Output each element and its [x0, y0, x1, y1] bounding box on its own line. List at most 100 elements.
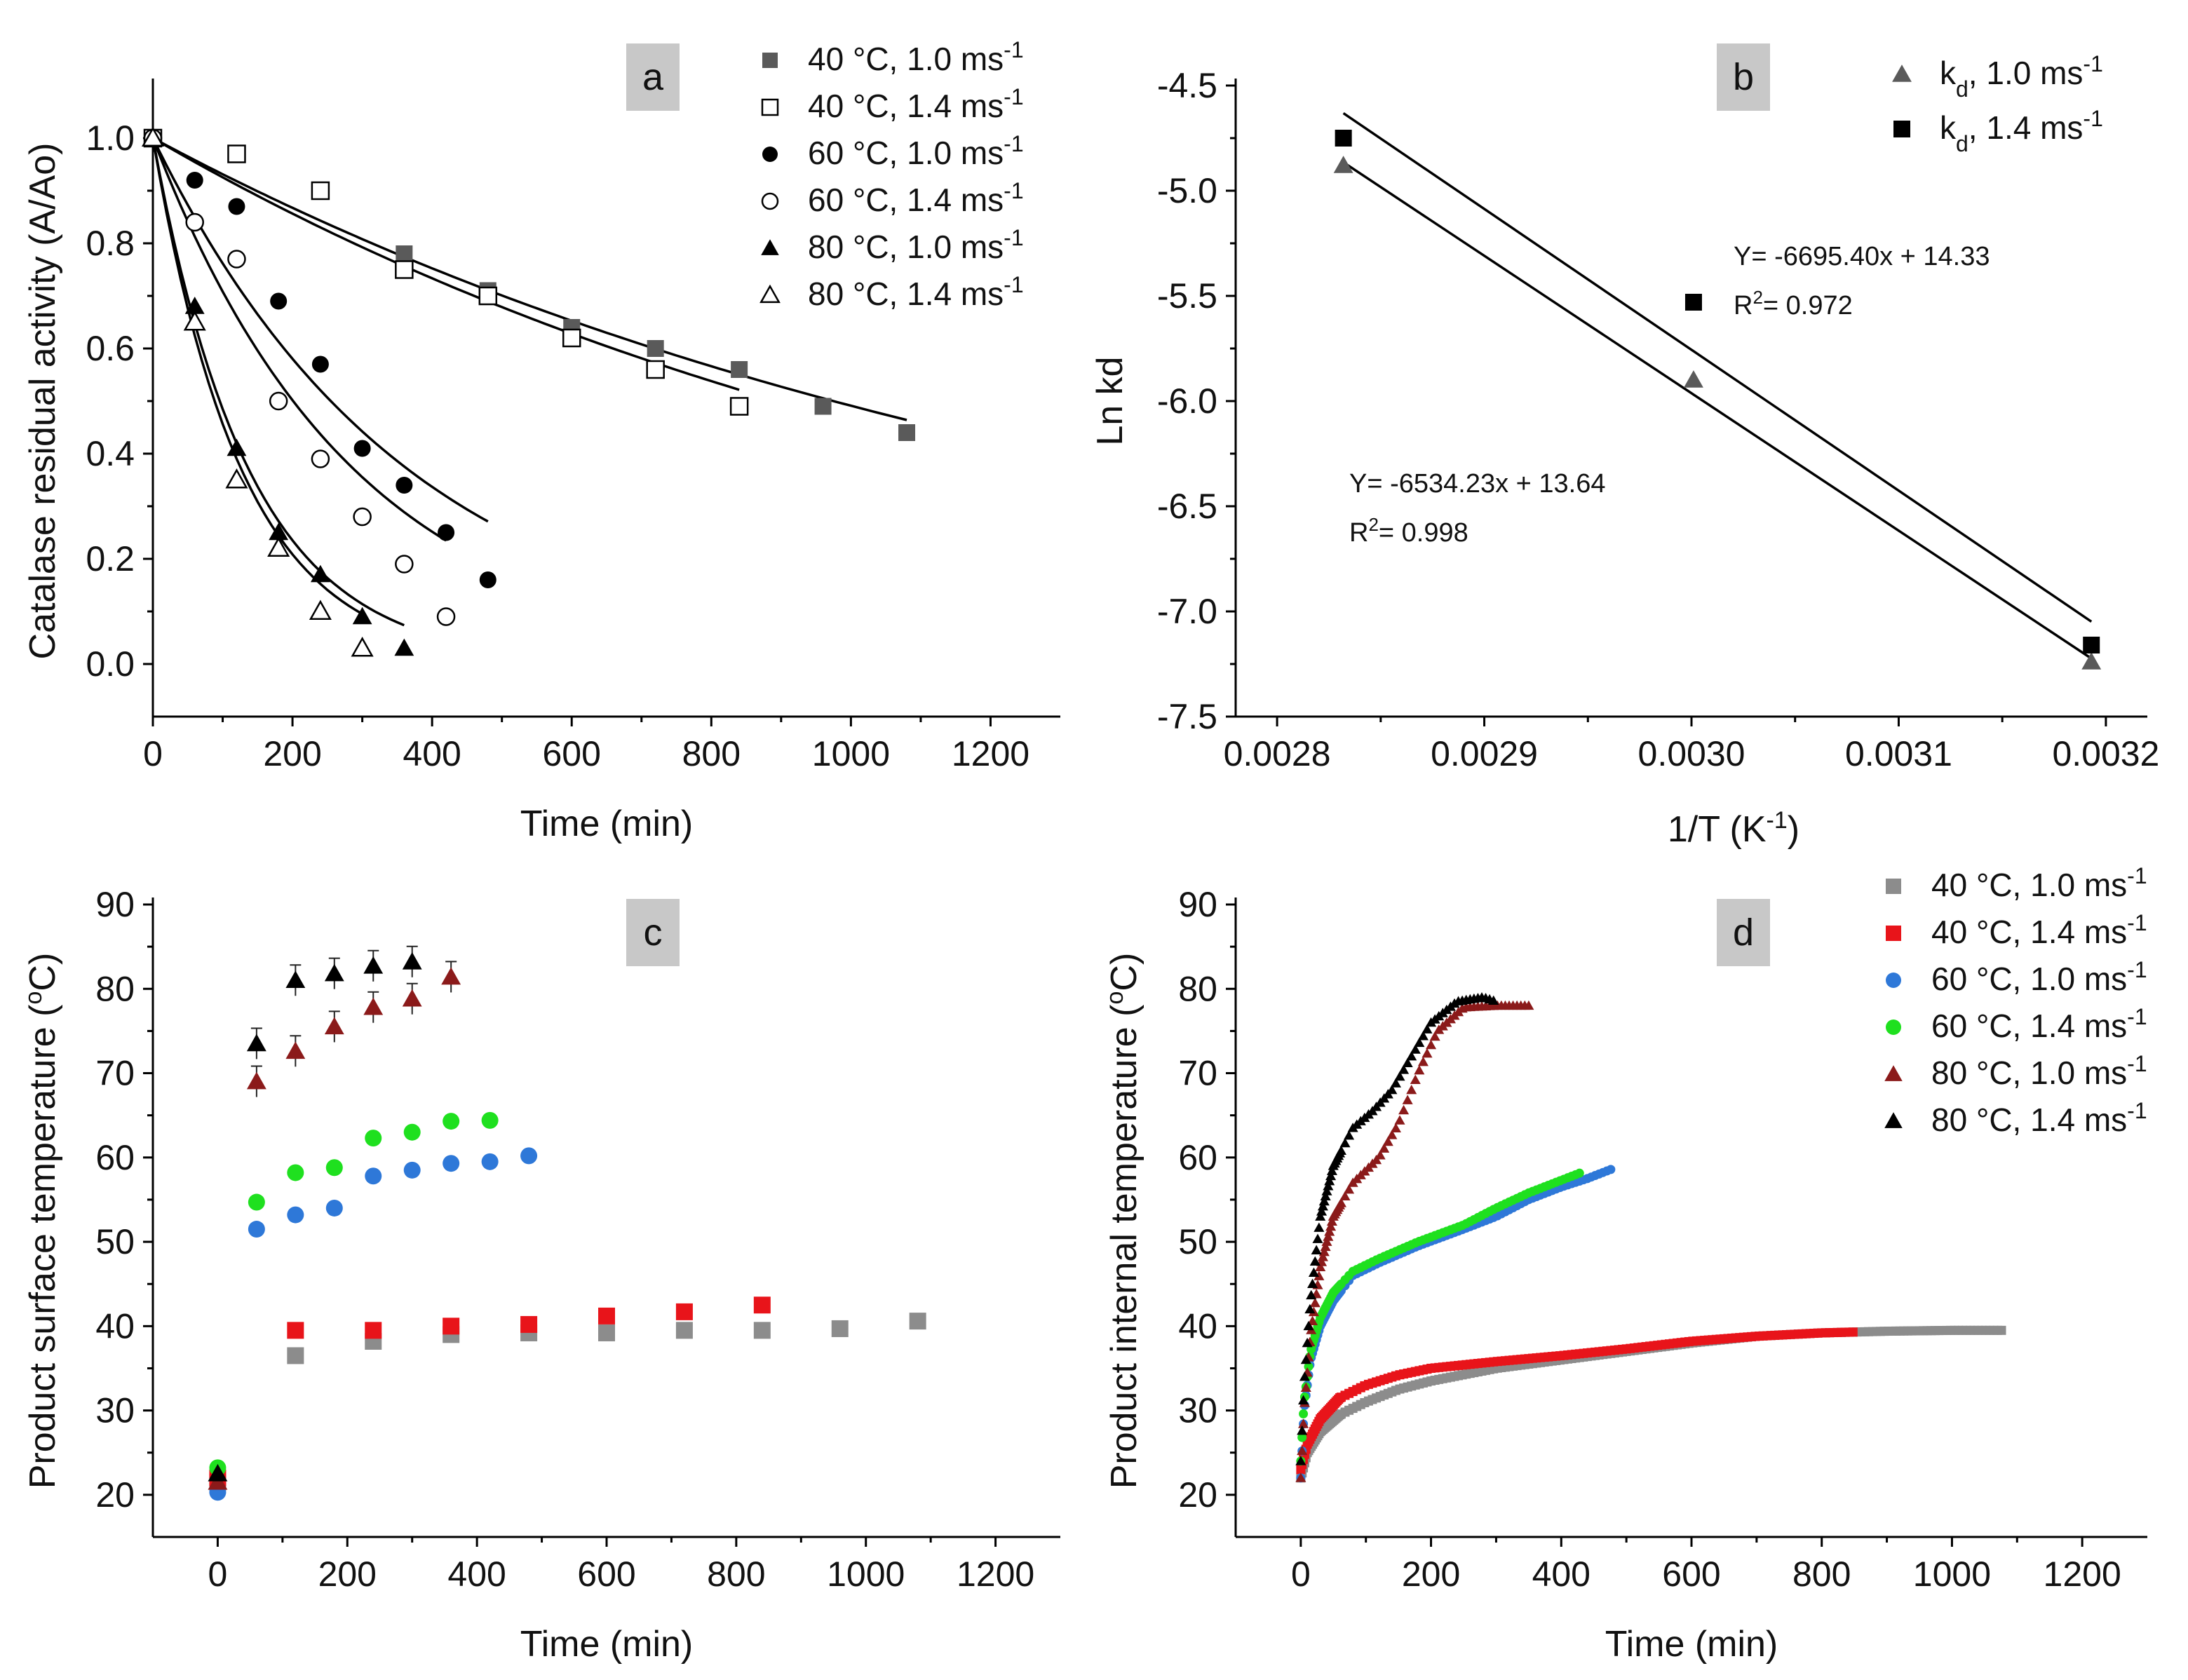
- data-point: [1606, 1165, 1616, 1174]
- data-point: [1375, 1150, 1386, 1160]
- data-point: [1344, 1184, 1355, 1194]
- legend-label-text: k: [1940, 55, 1957, 91]
- data-point: [1297, 1445, 1308, 1456]
- x-tick-label: 800: [1792, 1554, 1851, 1594]
- data-point: [1335, 1198, 1346, 1207]
- data-point: [1398, 1064, 1410, 1074]
- x-tick-label: 0: [208, 1554, 228, 1594]
- data-point: [287, 1347, 304, 1364]
- legend-label-text: 80 °C, 1.4 ms: [1931, 1102, 2127, 1138]
- fit-curve: [151, 137, 363, 616]
- legend-label: 40 °C, 1.0 ms-1: [808, 37, 1024, 77]
- data-point: [248, 1221, 265, 1238]
- data-point: [753, 1296, 771, 1314]
- legend-label: 60 °C, 1.4 ms-1: [808, 178, 1024, 218]
- data-point: [267, 536, 290, 557]
- data-point: [481, 1153, 499, 1170]
- data-point: [520, 1147, 538, 1165]
- data-point: [365, 1130, 382, 1147]
- data-point: [1317, 1201, 1328, 1211]
- data-point: [1326, 1216, 1337, 1226]
- y-tick-label: -6.5: [1157, 487, 1217, 526]
- y-tick-label: -6.0: [1157, 381, 1217, 421]
- data-point: [352, 607, 372, 625]
- data-point: [396, 477, 413, 494]
- data-point: [909, 1313, 926, 1330]
- data-point: [438, 524, 455, 541]
- x-axis-title: Time (min): [1605, 1624, 1778, 1665]
- data-point: [731, 361, 748, 378]
- panel-label-box: [626, 899, 680, 966]
- data-point: [1394, 1071, 1405, 1081]
- legend-label-text: 80 °C, 1.4 ms: [808, 276, 1004, 312]
- data-point: [1299, 1371, 1310, 1381]
- data-point: [1848, 1327, 1858, 1337]
- legend-label: 80 °C, 1.0 ms-1: [808, 225, 1024, 265]
- data-point: [1326, 1165, 1337, 1175]
- data-point: [1324, 1175, 1335, 1186]
- data-point: [1302, 1337, 1313, 1348]
- data-point: [183, 311, 206, 331]
- data-point: [184, 297, 205, 314]
- x-tick-label: 600: [1662, 1554, 1720, 1594]
- data-point: [1312, 1233, 1323, 1243]
- legend-label-text: 60 °C, 1.4 ms: [1931, 1008, 2127, 1044]
- legend-label-sup: -1: [1004, 272, 1023, 297]
- x-tick-label: 1000: [812, 734, 890, 773]
- data-point: [598, 1307, 615, 1325]
- data-point: [1323, 1231, 1334, 1241]
- data-point: [562, 328, 581, 348]
- data-point: [436, 607, 456, 626]
- data-point: [1339, 1137, 1351, 1148]
- data-point: [208, 1463, 228, 1482]
- legend-label: 40 °C, 1.4 ms-1: [808, 84, 1024, 124]
- legend-label-sup: -1: [2127, 957, 2147, 982]
- data-point: [270, 292, 288, 310]
- data-point: [248, 1193, 265, 1211]
- legend-label-text: 80 °C, 1.0 ms: [1931, 1055, 2127, 1091]
- legend-marker: [762, 147, 778, 162]
- x-tick-label: 1200: [952, 734, 1029, 773]
- y-tick-label: 20: [1178, 1475, 1217, 1515]
- data-point: [1299, 1409, 1309, 1418]
- data-point: [1297, 1425, 1308, 1435]
- data-point: [1325, 1170, 1337, 1181]
- data-point: [441, 967, 461, 985]
- data-point: [287, 1206, 304, 1224]
- x-axis-title-text: Time (min): [1605, 1624, 1778, 1665]
- data-point: [1295, 1472, 1306, 1482]
- legend-label-sup: -1: [1004, 225, 1023, 250]
- x-axis-title-text: Time (min): [520, 1624, 694, 1665]
- data-point: [1304, 1362, 1314, 1371]
- data-point: [1314, 1222, 1325, 1232]
- y-axis-title-text: Catalase residual activity (A/Ao): [22, 143, 63, 660]
- y-axis-title: Product surface temperature (oC): [20, 953, 63, 1489]
- data-point: [227, 250, 246, 269]
- data-point: [1324, 1226, 1335, 1236]
- data-point: [1303, 1320, 1314, 1331]
- data-point: [1406, 1050, 1417, 1061]
- y-tick-label: 60: [95, 1138, 135, 1177]
- data-point: [479, 571, 497, 588]
- legend-marker: [1886, 1019, 1901, 1035]
- x-tick-label: 1000: [827, 1554, 905, 1594]
- data-point: [1339, 1191, 1351, 1200]
- legend-label-sup: -1: [1004, 84, 1023, 109]
- data-point: [1300, 1382, 1311, 1392]
- data-point: [675, 1322, 693, 1339]
- data-point: [1307, 1315, 1318, 1325]
- data-point: [1335, 1145, 1346, 1156]
- y-tick-label: 0.0: [86, 644, 135, 684]
- data-point: [1386, 1130, 1398, 1139]
- data-point: [1390, 1078, 1401, 1088]
- data-point: [403, 1161, 421, 1179]
- y-tick-label: 0.2: [86, 539, 135, 578]
- panel-label: c: [644, 912, 663, 954]
- legend-label-sup: -1: [2083, 51, 2102, 76]
- data-point: [647, 340, 664, 357]
- legend-marker: [1886, 879, 1901, 894]
- data-point: [1325, 1221, 1337, 1231]
- y-tick-label: 70: [95, 1054, 135, 1093]
- data-point: [1308, 1267, 1319, 1278]
- legend-marker: [1893, 121, 1910, 137]
